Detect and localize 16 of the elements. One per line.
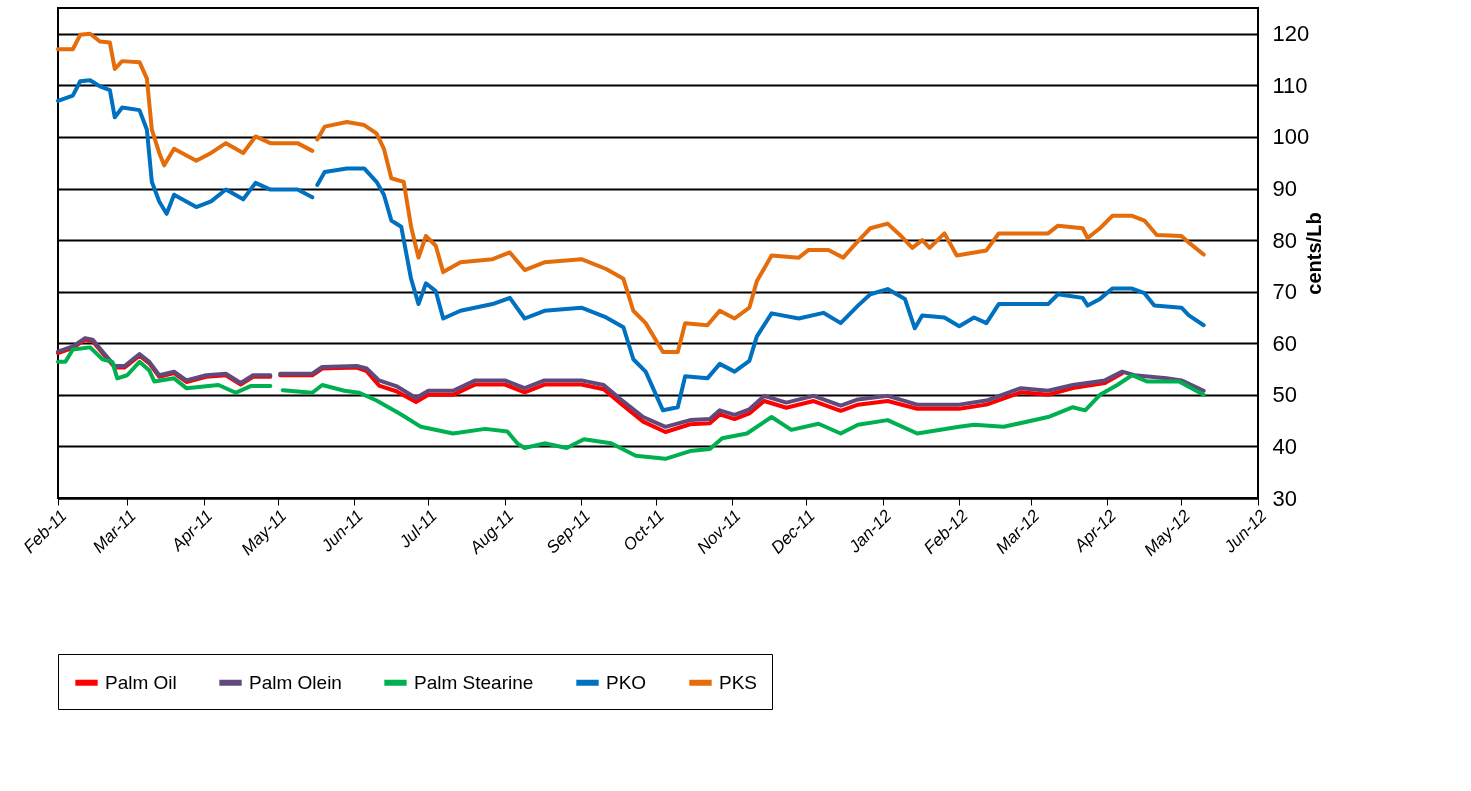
y-axis-title: cents/Lb <box>1303 212 1326 295</box>
y-tick-label: 80 <box>1272 227 1297 253</box>
y-tick-label: 40 <box>1272 433 1297 459</box>
legend-label: Palm Olein <box>249 671 342 693</box>
y-tick-label: 90 <box>1272 176 1297 202</box>
legend-label: PKS <box>719 671 758 693</box>
legend-label: Palm Stearine <box>414 671 534 693</box>
legend-label: Palm Oil <box>105 671 177 693</box>
y-tick-label: 70 <box>1272 279 1297 305</box>
y-tick-label: 60 <box>1272 330 1297 356</box>
y-tick-label: 100 <box>1272 124 1310 150</box>
y-tick-label: 120 <box>1272 21 1310 47</box>
y-tick-label: 30 <box>1272 485 1297 511</box>
y-tick-label: 110 <box>1272 72 1308 98</box>
legend-label: PKO <box>606 671 647 693</box>
y-tick-label: 50 <box>1272 382 1297 408</box>
